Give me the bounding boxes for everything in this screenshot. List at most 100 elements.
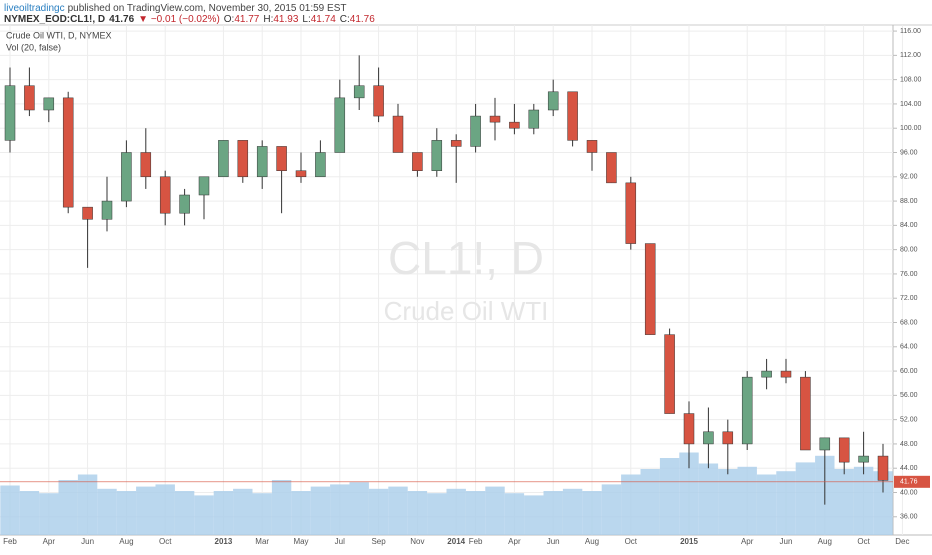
volume-bar (97, 488, 117, 535)
candle-body (509, 121, 520, 129)
x-tick-label: Aug (119, 537, 133, 546)
change: ▼ −0.01 (−0.02%) (138, 14, 220, 25)
volume-bar (446, 488, 466, 535)
candle-body (606, 152, 617, 184)
volume-bar (776, 471, 796, 535)
candle-body (121, 152, 132, 202)
candle-body (373, 85, 384, 117)
candle-body (140, 152, 152, 178)
x-tick-label: Jun (81, 537, 94, 546)
x-tick-label: Apr (508, 537, 521, 546)
volume-bar (465, 491, 486, 535)
volume-bar (834, 469, 854, 535)
y-tick-label: 64.00 (900, 344, 918, 351)
candle-body (82, 206, 93, 220)
candle-body (431, 140, 443, 171)
candle-body (567, 91, 578, 141)
volume-bar (504, 493, 525, 535)
ohlc-value: 41.76 (350, 14, 375, 25)
x-tick-label: Aug (818, 537, 832, 546)
x-tick-label: Dec (895, 537, 909, 546)
y-tick-label: 60.00 (900, 368, 918, 375)
volume-bar (756, 474, 777, 535)
candle-body (780, 370, 792, 378)
candle-body (858, 455, 869, 463)
y-tick-label: 88.00 (900, 198, 918, 205)
volume-bar (291, 491, 311, 535)
ohlc-key: L: (302, 14, 310, 25)
x-tick-label: Apr (43, 537, 56, 546)
candle-body (4, 85, 16, 141)
candle-body (450, 140, 462, 147)
last-price-label: 41.76 (900, 479, 918, 486)
volume-bar (853, 466, 874, 535)
candle-body (683, 413, 695, 445)
candle-body (237, 140, 249, 178)
candle-body (489, 115, 501, 123)
candle-body (353, 85, 365, 99)
published: published on TradingView.com, November 3… (68, 3, 347, 14)
volume-bar (427, 493, 447, 535)
x-tick-label: Oct (159, 537, 172, 546)
candle-body (334, 97, 346, 153)
volume-bar (543, 491, 563, 535)
y-tick-label: 76.00 (900, 271, 918, 278)
candle-body (644, 243, 656, 335)
ohlc-value: 41.74 (311, 14, 336, 25)
header-line: liveoiltradingc published on TradingView.… (4, 3, 346, 14)
series-label: Crude Oil WTI, D, NYMEX (6, 30, 112, 40)
x-tick-label: May (293, 537, 308, 546)
candle-body (625, 182, 637, 244)
volume-bar (388, 486, 408, 535)
candle-body (838, 437, 850, 463)
y-tick-label: 72.00 (900, 295, 918, 302)
symbol: NYMEX_EOD:CL1!, D (4, 14, 105, 25)
candle-body (198, 176, 210, 196)
x-tick-label: 2015 (680, 537, 698, 546)
candle-body (741, 376, 753, 445)
x-tick-label: Jun (780, 537, 793, 546)
ohlc-value: 41.77 (234, 14, 259, 25)
y-tick-label: 36.00 (900, 514, 918, 521)
candle-body (761, 370, 772, 378)
volume-bar (640, 469, 660, 535)
volume-bar (233, 488, 253, 535)
volume-bar (155, 484, 175, 535)
candle-body (24, 85, 35, 111)
x-tick-label: Jun (547, 537, 560, 546)
volume-bar (485, 486, 505, 535)
volume-label: Vol (20, false) (6, 42, 61, 52)
volume-bar (621, 474, 641, 535)
volume-bar (679, 452, 699, 535)
candle-body (295, 170, 307, 178)
author[interactable]: liveoiltradingc (4, 3, 65, 14)
candle-body (412, 152, 423, 171)
y-tick-label: 84.00 (900, 222, 918, 229)
x-tick-label: Sep (371, 537, 386, 546)
y-tick-label: 68.00 (900, 319, 918, 326)
y-tick-label: 40.00 (900, 489, 918, 496)
candle-body (470, 115, 481, 147)
last-price-tag (894, 475, 930, 488)
y-tick-label: 92.00 (900, 174, 918, 181)
volume-bar (737, 466, 757, 535)
volume-bar (601, 484, 622, 535)
y-tick-label: 104.00 (900, 101, 922, 108)
y-tick-label: 108.00 (900, 76, 922, 83)
candle-body (819, 437, 831, 451)
candle-body (159, 176, 171, 214)
y-tick-label: 80.00 (900, 246, 918, 253)
candle-body (586, 140, 598, 153)
volume-bar (718, 469, 738, 535)
candle-body (877, 455, 889, 481)
x-tick-label: 2013 (215, 537, 233, 546)
volume-bar (213, 491, 234, 535)
volume-bar (873, 471, 893, 535)
candle-body (528, 109, 540, 129)
volume-bar (698, 463, 719, 535)
x-tick-label: Nov (410, 537, 424, 546)
volume-bar (310, 486, 331, 535)
